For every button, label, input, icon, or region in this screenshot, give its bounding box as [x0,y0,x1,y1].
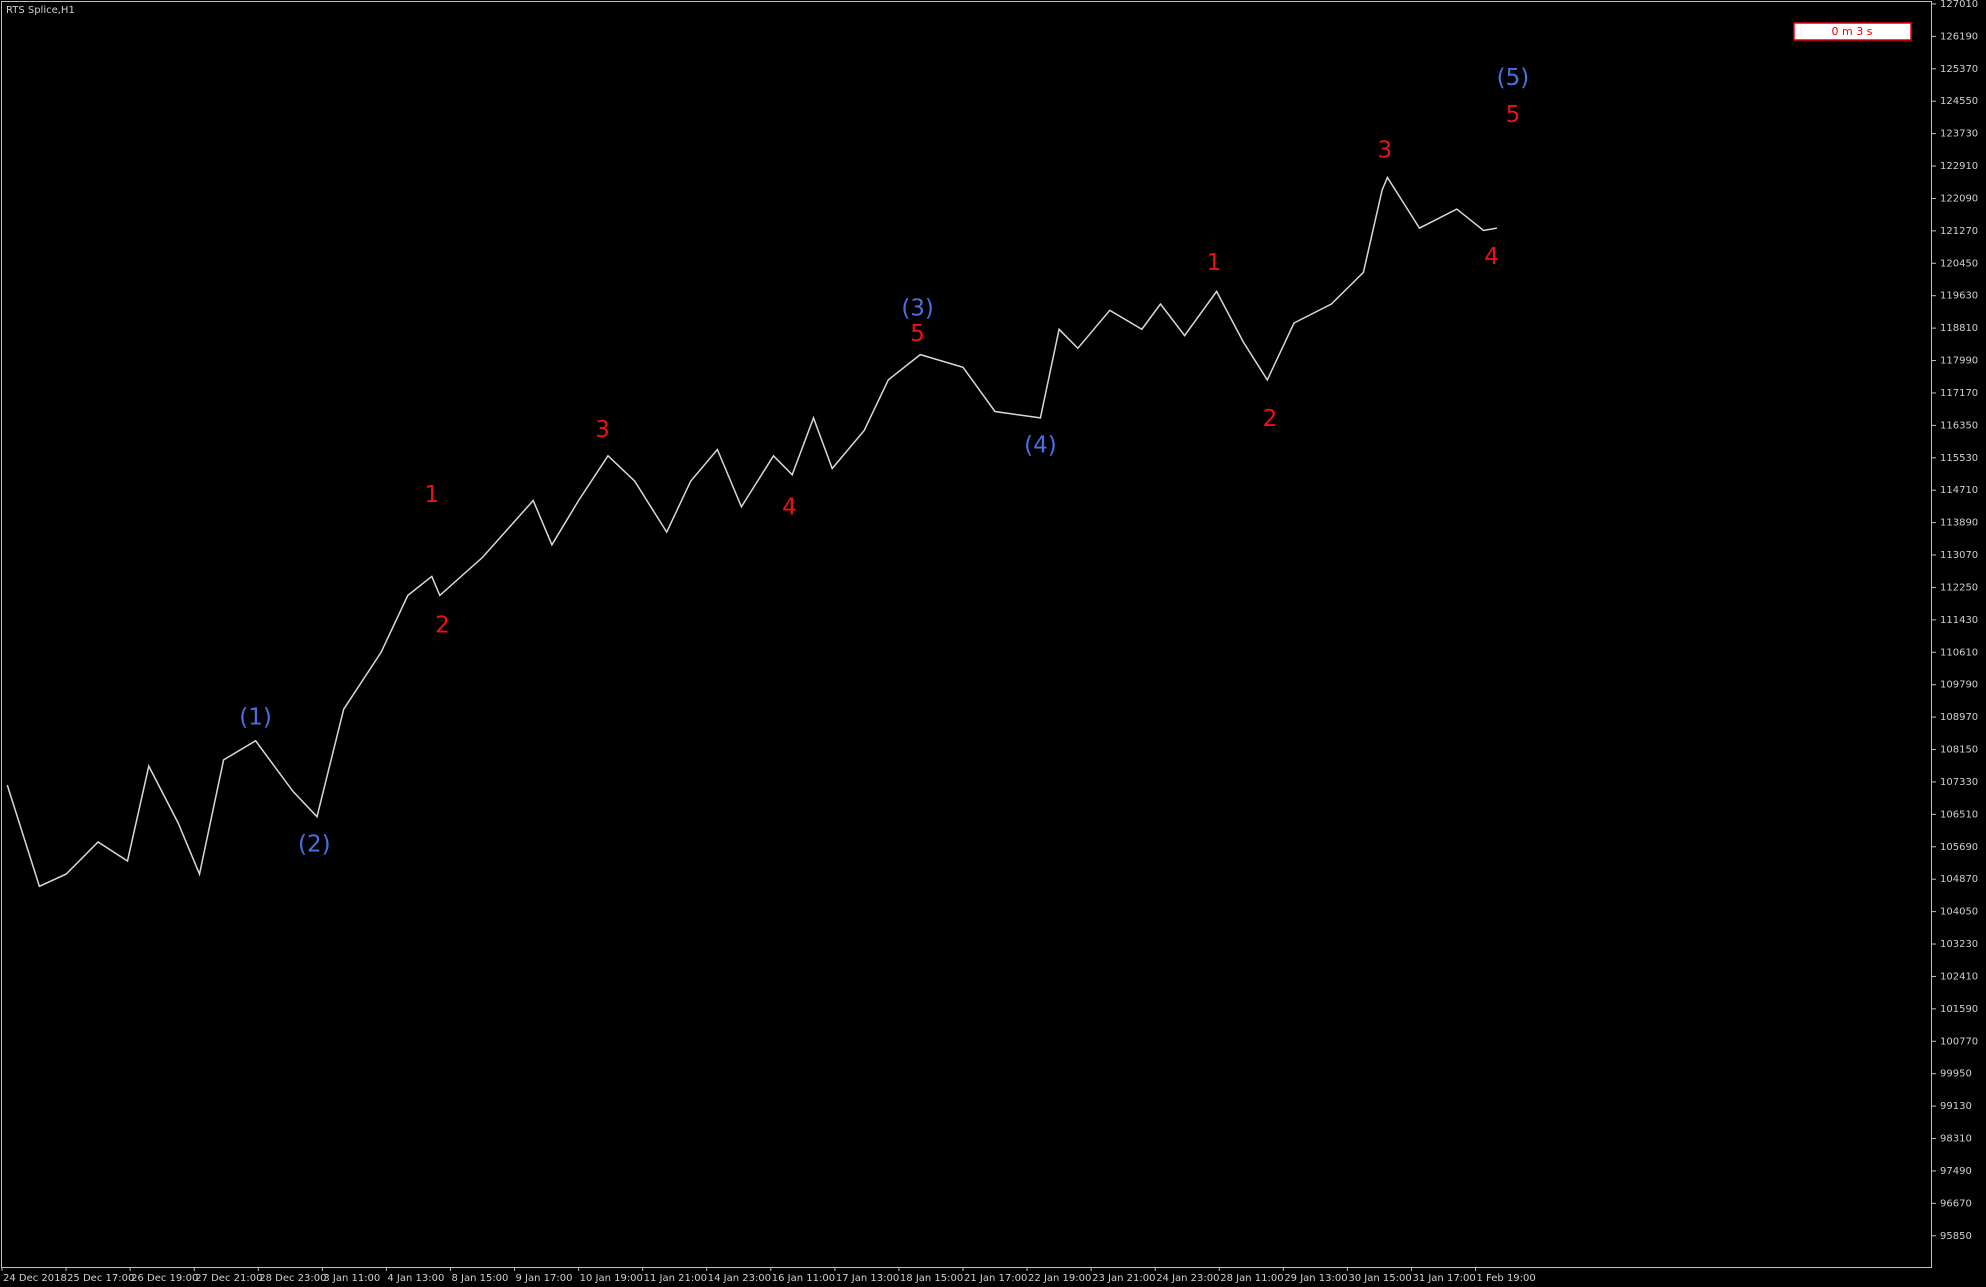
y-tick-label: 112250 [1940,582,1978,593]
y-tick-label: 117170 [1940,388,1978,399]
y-tick-label: 100770 [1940,1036,1978,1047]
x-tick-label: 23 Jan 21:00 [1092,1273,1155,1284]
y-tick-label: 96670 [1940,1198,1972,1209]
wave-label: 2 [1263,406,1278,432]
x-tick-label: 25 Dec 17:00 [67,1273,134,1284]
x-tick-label: 4 Jan 13:00 [387,1273,444,1284]
x-tick-label: 17 Jan 13:00 [836,1273,899,1284]
x-tick-label: 8 Jan 15:00 [451,1273,508,1284]
y-tick-label: 106510 [1940,809,1978,820]
wave-label: (1) [239,704,272,730]
timer-box [1793,22,1912,41]
y-tick-label: 115530 [1940,453,1978,464]
wave-label: 5 [910,321,925,347]
x-tick-label: 11 Jan 21:00 [644,1273,707,1284]
y-tick-label: 117990 [1940,356,1978,367]
y-tick-label: 101590 [1940,1004,1978,1015]
y-tick-label: 110610 [1940,647,1978,658]
y-tick-label: 114710 [1940,485,1978,496]
wave-label: (2) [298,831,331,857]
wave-label: (3) [901,296,934,322]
y-tick-label: 99130 [1940,1101,1972,1112]
wave-label: 3 [595,417,610,443]
wave-label: 1 [1207,250,1222,276]
x-tick-label: 3 Jan 11:00 [323,1273,380,1284]
x-tick-label: 28 Dec 23:00 [259,1273,326,1284]
y-tick-label: 127010 [1940,0,1978,10]
y-tick-label: 111430 [1940,615,1978,626]
y-tick-label: 126190 [1940,31,1978,42]
x-tick-label: 27 Dec 21:00 [195,1273,262,1284]
y-tick-label: 120450 [1940,258,1978,269]
wave-label: 4 [782,494,797,520]
x-tick-label: 29 Jan 13:00 [1284,1273,1347,1284]
y-tick-label: 102410 [1940,971,1978,982]
x-tick-label: 18 Jan 15:00 [900,1273,963,1284]
wave-label: (4) [1024,432,1057,458]
y-tick-label: 103230 [1940,939,1978,950]
x-tick-label: 21 Jan 17:00 [964,1273,1027,1284]
y-tick-label: 108970 [1940,712,1978,723]
wave-label: 1 [424,482,439,508]
timer-text: 0 m 3 s [1832,25,1873,38]
y-tick-label: 107330 [1940,777,1978,788]
x-tick-label: 16 Jan 11:00 [772,1273,835,1284]
y-tick-label: 108150 [1940,745,1978,756]
y-tick-label: 109790 [1940,680,1978,691]
x-tick-label: 24 Jan 23:00 [1156,1273,1219,1284]
y-tick-label: 104870 [1940,874,1978,885]
x-tick-label: 9 Jan 17:00 [516,1273,573,1284]
wave-label: 4 [1484,244,1499,270]
y-tick-label: 121270 [1940,226,1978,237]
plot-frame [1,1,1932,1268]
x-tick-label: 10 Jan 19:00 [580,1273,643,1284]
wave-label: 5 [1506,102,1521,128]
y-tick-label: 122090 [1940,193,1978,204]
x-tick-label: 22 Jan 19:00 [1028,1273,1091,1284]
y-tick-label: 105690 [1940,842,1978,853]
y-tick-label: 124550 [1940,96,1978,107]
x-tick-label: 26 Dec 19:00 [131,1273,198,1284]
wave-label: 3 [1377,138,1392,164]
y-tick-label: 122910 [1940,161,1978,172]
y-tick-label: 119630 [1940,291,1978,302]
y-tick-label: 104050 [1940,907,1978,918]
y-tick-label: 125370 [1940,64,1978,75]
y-tick-label: 116350 [1940,420,1978,431]
y-tick-label: 113890 [1940,518,1978,529]
y-tick-label: 98310 [1940,1134,1972,1145]
x-tick-label: 1 Feb 19:00 [1477,1273,1536,1284]
y-tick-label: 123730 [1940,129,1978,140]
x-tick-label: 14 Jan 23:00 [708,1273,771,1284]
x-tick-label: 30 Jan 15:00 [1348,1273,1411,1284]
x-tick-label: 31 Jan 17:00 [1412,1273,1475,1284]
y-tick-label: 97490 [1940,1166,1972,1177]
y-tick-label: 113070 [1940,550,1978,561]
y-tick-label: 99950 [1940,1069,1972,1080]
chart-title: RTS Splice,H1 [6,5,75,16]
y-tick-label: 95850 [1940,1231,1972,1242]
x-tick-label: 28 Jan 11:00 [1220,1273,1283,1284]
wave-label: (5) [1497,65,1530,91]
x-tick-label: 24 Dec 2018 [3,1273,67,1284]
y-tick-label: 118810 [1940,323,1978,334]
wave-label: 2 [435,612,450,638]
price-line [6,175,1498,888]
